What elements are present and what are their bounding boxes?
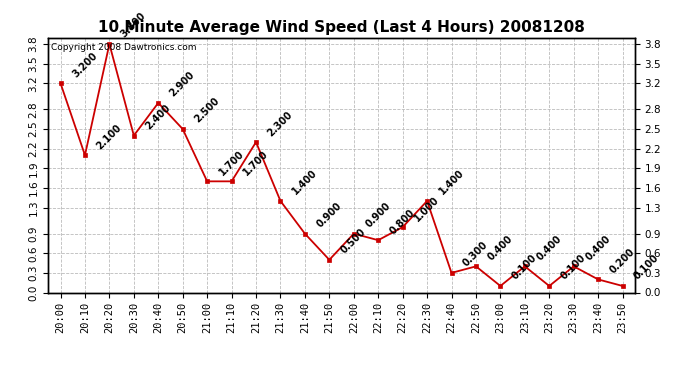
Text: 3.800: 3.800: [119, 11, 148, 40]
Text: 0.900: 0.900: [315, 201, 344, 230]
Text: 0.900: 0.900: [364, 201, 393, 230]
Text: 2.900: 2.900: [168, 70, 197, 99]
Text: 0.300: 0.300: [461, 240, 490, 269]
Text: 0.100: 0.100: [632, 253, 661, 282]
Text: 0.400: 0.400: [584, 233, 612, 262]
Text: 0.800: 0.800: [388, 207, 417, 236]
Text: 0.100: 0.100: [510, 253, 539, 282]
Text: 1.700: 1.700: [241, 148, 270, 177]
Text: 0.400: 0.400: [486, 233, 515, 262]
Text: 2.400: 2.400: [144, 103, 172, 131]
Text: 0.200: 0.200: [608, 246, 637, 275]
Text: 1.400: 1.400: [290, 168, 319, 197]
Text: 1.000: 1.000: [413, 194, 441, 223]
Text: 3.200: 3.200: [70, 50, 99, 79]
Text: 2.500: 2.500: [193, 96, 221, 125]
Text: 0.500: 0.500: [339, 227, 368, 256]
Text: Copyright 2008 Dawtronics.com: Copyright 2008 Dawtronics.com: [51, 43, 197, 52]
Text: 2.100: 2.100: [95, 122, 124, 151]
Title: 10 Minute Average Wind Speed (Last 4 Hours) 20081208: 10 Minute Average Wind Speed (Last 4 Hou…: [98, 20, 585, 35]
Text: 0.100: 0.100: [559, 253, 588, 282]
Text: 2.300: 2.300: [266, 109, 295, 138]
Text: 1.400: 1.400: [437, 168, 466, 197]
Text: 0.400: 0.400: [535, 233, 563, 262]
Text: 1.700: 1.700: [217, 148, 246, 177]
